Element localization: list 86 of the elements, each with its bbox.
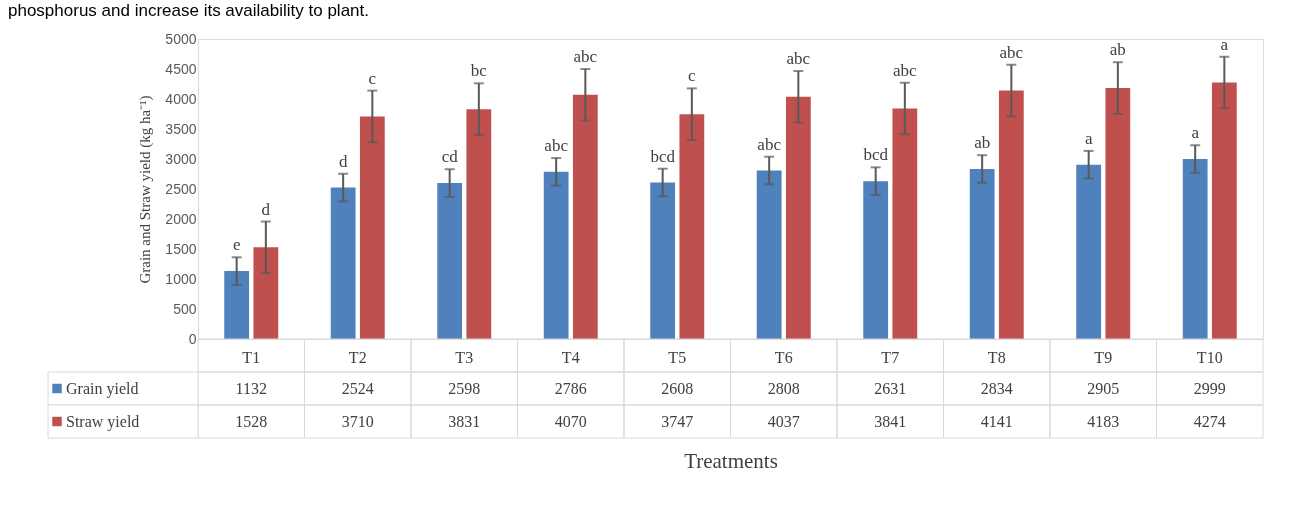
annotation: d [261,199,271,219]
bar [253,247,279,339]
data-label: 3841 [874,412,907,430]
bar [998,90,1024,339]
data-label: 4070 [554,412,587,430]
bar [466,109,492,339]
bar [543,171,569,339]
data-label: 2524 [341,379,374,397]
legend-label: Grain yield [66,379,139,398]
bar [1105,88,1131,339]
x-tick-label: T3 [455,348,474,366]
bar [437,183,463,339]
x-tick-label: T1 [242,348,261,366]
annotation: d [338,151,348,171]
x-tick-label: T5 [668,348,687,366]
data-label: 3831 [448,412,481,430]
annotation: ab [974,133,991,153]
annotation: c [688,66,697,86]
data-label: 2631 [874,379,907,397]
annotation: e [232,235,241,255]
x-tick-label: T10 [1196,348,1223,366]
bar [679,114,705,339]
bar [969,168,995,339]
data-label: 1528 [235,412,268,430]
y-tick-label: 2500 [165,180,197,197]
annotation: abc [573,47,598,66]
bar [572,94,598,339]
annotation: bc [470,61,488,81]
bar [892,108,918,339]
annotation: abc [786,48,811,68]
data-label: 2786 [554,379,587,397]
data-label: 2834 [980,379,1013,397]
y-tick-label: 1500 [165,240,197,257]
data-label: 4274 [1193,412,1226,430]
y-tick-label: 3500 [165,120,197,137]
y-tick-label: 4500 [165,60,197,77]
y-axis-title: Grain and Straw yield (kg ha⁻¹) [137,95,155,284]
data-label: 3710 [341,412,374,430]
annotation: abc [893,60,918,80]
bar [1211,82,1237,339]
annotation: cd [441,147,459,167]
y-tick-label: 0 [188,330,197,347]
bar [1182,159,1208,339]
bar [224,271,250,339]
annotation: abc [544,136,569,156]
bar [330,187,356,339]
data-label: 4141 [980,412,1013,430]
annotation: ab [1109,40,1126,60]
data-label: 2905 [1087,379,1120,397]
data-label: 2999 [1193,379,1226,397]
x-tick-label: T4 [561,348,580,366]
x-tick-label: T8 [987,348,1006,366]
bar [863,181,889,339]
text: phosphorus and increase its availability to plant. [8,1,369,20]
annotation: a [1220,34,1229,54]
y-tick-label: 5000 [165,30,197,47]
data-label: 2608 [661,379,694,397]
annotation: abc [999,42,1024,62]
annotation: a [1084,128,1093,148]
x-tick-label: T9 [1094,348,1113,366]
annotation: bcd [863,145,889,165]
legend-label: Straw yield [66,412,140,431]
y-tick-label: 4000 [165,90,197,107]
data-label: 3747 [661,412,694,430]
data-label: 2808 [767,379,800,397]
bar [1076,164,1102,339]
y-tick-label: 3000 [165,150,197,167]
bar [785,96,811,339]
x-axis-title: Treatments [684,448,778,473]
annotation: abc [757,134,782,154]
y-tick-label: 2000 [165,210,197,227]
bar [756,170,782,339]
x-tick-label: T2 [348,348,367,366]
bar [359,116,385,339]
data-label: 4183 [1087,412,1120,430]
annotation: c [368,68,377,88]
y-tick-label: 1000 [165,270,197,287]
y-tick-label: 500 [173,300,197,317]
bar [650,182,676,339]
annotation: a [1191,123,1200,143]
data-label: 4037 [767,412,800,430]
annotation: bcd [650,146,676,166]
data-label: 2598 [448,379,481,397]
data-label: 1132 [235,379,267,397]
x-tick-label: T7 [881,348,900,366]
x-tick-label: T6 [774,348,793,366]
